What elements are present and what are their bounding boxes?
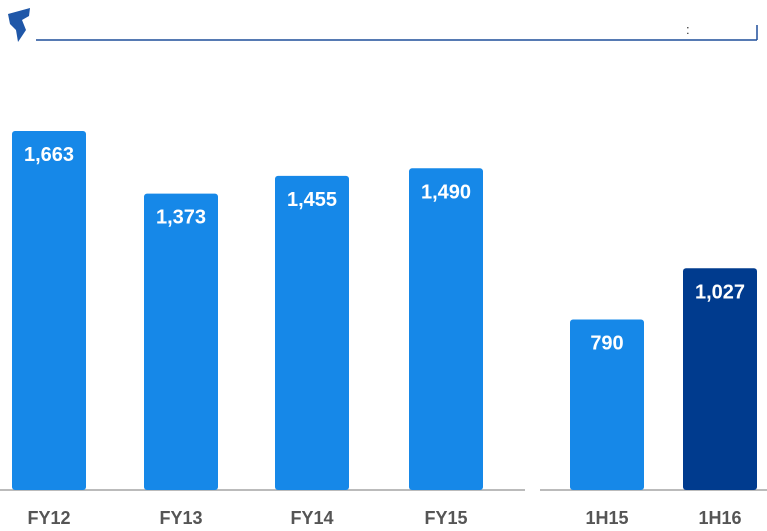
bar	[12, 130, 86, 490]
bar	[144, 193, 218, 490]
bar	[683, 268, 757, 490]
value-label: 1,490	[421, 181, 471, 203]
bar	[409, 168, 483, 490]
value-label: 1,373	[156, 207, 206, 229]
x-tick-label: FY14	[290, 508, 333, 528]
x-tick-label: FY15	[424, 508, 467, 528]
x-tick-label: 1H15	[585, 508, 628, 528]
x-tick-label: FY13	[159, 508, 202, 528]
header-text: :	[686, 22, 690, 37]
value-label: 790	[590, 332, 623, 354]
value-label: 1,027	[695, 281, 745, 303]
value-label: 1,663	[24, 144, 74, 166]
x-tick-label: 1H16	[698, 508, 741, 528]
value-label: 1,455	[287, 189, 337, 211]
bar	[275, 175, 349, 491]
bar	[570, 319, 644, 490]
x-tick-label: FY12	[27, 508, 70, 528]
logo	[8, 8, 30, 42]
